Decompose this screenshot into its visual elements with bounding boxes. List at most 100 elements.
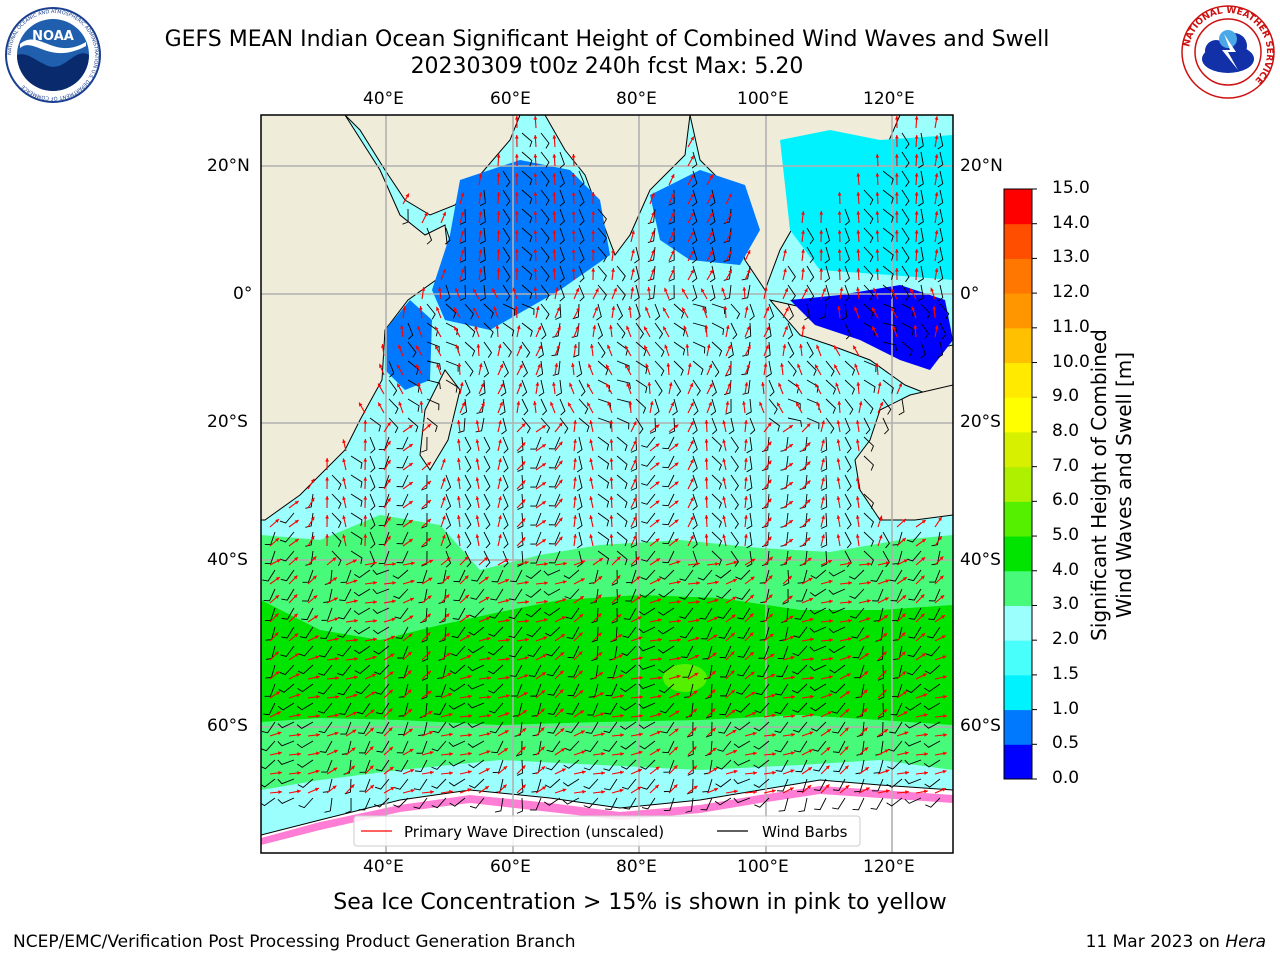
- wind-barb: [621, 759, 637, 770]
- wave-direction-arrowhead: [537, 363, 541, 368]
- wave-direction-arrowhead: [829, 656, 833, 661]
- wave-direction-arrowhead: [316, 733, 320, 737]
- wind-barb: [491, 569, 504, 583]
- wind-barb: [525, 569, 542, 579]
- wave-direction-arrowhead: [506, 638, 510, 642]
- wind-barb: [590, 588, 599, 604]
- wind-barb: [521, 227, 533, 243]
- wind-barb: [521, 417, 531, 434]
- wave-direction-arrowhead: [378, 383, 382, 388]
- wave-direction-arrowhead: [848, 618, 852, 623]
- wave-direction-arrowhead: [791, 714, 795, 719]
- wave-direction-arrowhead: [373, 580, 377, 585]
- wave-direction-arrowhead: [657, 712, 662, 717]
- wind-barb: [616, 512, 628, 528]
- wind-barb: [559, 170, 565, 188]
- wave-direction-arrowhead: [799, 344, 803, 348]
- wind-barb: [828, 645, 846, 654]
- wind-barb: [597, 493, 610, 508]
- wind-barb: [421, 474, 428, 491]
- wind-barb: [416, 740, 428, 754]
- wind-barb: [904, 797, 922, 804]
- wave-direction-arrowhead: [554, 287, 559, 292]
- wave-direction-arrowhead: [442, 268, 447, 273]
- wind-barb: [714, 797, 732, 806]
- wave-direction-arrowhead: [391, 617, 396, 622]
- wind-barb: [844, 284, 851, 302]
- wind-barb: [844, 379, 855, 395]
- wave-direction-arrowhead: [801, 268, 805, 272]
- wave-direction-arrowhead: [940, 595, 945, 599]
- wind-barb: [844, 246, 851, 264]
- wave-direction-arrowhead: [864, 747, 869, 751]
- wind-barb: [483, 436, 491, 454]
- wave-direction-arrowhead: [767, 422, 772, 427]
- wave-direction-arrowhead: [692, 708, 697, 713]
- wind-barb: [576, 360, 583, 378]
- wind-barb: [479, 227, 486, 245]
- wind-barb: [679, 588, 694, 600]
- wave-direction-arrowhead: [538, 345, 542, 350]
- wave-direction-arrowhead: [836, 477, 841, 481]
- wind-barb: [937, 189, 944, 207]
- wind-barb: [687, 759, 694, 776]
- wave-direction-arrowhead: [821, 496, 825, 501]
- wave-direction-arrowhead: [767, 517, 772, 522]
- wave-direction-arrowhead: [924, 752, 928, 757]
- wind-barb: [350, 550, 363, 564]
- noaa-logo: NOAA NATIONAL OCEANIC AND ATMOSPHERIC AD…: [5, 7, 101, 103]
- wind-barb: [806, 417, 820, 430]
- wave-direction-arrowhead: [801, 325, 806, 329]
- wind-barb: [780, 436, 789, 452]
- wave-direction-arrowhead: [407, 689, 412, 694]
- wave-direction-arrowhead: [892, 325, 896, 330]
- wind-barb: [501, 417, 507, 435]
- wind-barb: [468, 778, 485, 789]
- wave-direction-arrowhead: [558, 460, 563, 465]
- wind-barb: [543, 569, 561, 576]
- wind-barb: [469, 797, 485, 809]
- wind-barb: [660, 721, 675, 734]
- land-africa: [261, 115, 451, 521]
- wind-barb: [780, 493, 789, 509]
- wave-direction-arrowhead: [467, 674, 472, 679]
- wind-barb: [616, 284, 626, 301]
- wave-direction-arrowhead: [475, 496, 480, 501]
- wind-barb: [737, 626, 751, 639]
- wave-direction-arrowhead: [571, 173, 576, 177]
- wave-direction-arrowhead: [819, 249, 824, 253]
- wave-direction-arrowhead: [821, 515, 825, 520]
- wave-direction-arrowhead: [777, 402, 781, 407]
- wave-direction-arrowhead: [402, 306, 407, 310]
- wave-direction-arrowhead: [914, 211, 919, 215]
- wave-direction-arrowhead: [468, 714, 472, 718]
- wave-direction-arrowhead: [533, 268, 538, 272]
- lon-tick-top: 40°E: [363, 89, 404, 109]
- wave-direction-arrowhead: [744, 439, 748, 443]
- wind-barb: [659, 702, 675, 714]
- wind-barb: [483, 493, 491, 511]
- wave-direction-arrowhead: [855, 534, 860, 538]
- wave-direction-arrowhead: [806, 461, 811, 466]
- wave-direction-arrowhead: [885, 579, 890, 583]
- wave-direction-arrowhead: [455, 344, 460, 349]
- wind-barb: [692, 341, 706, 354]
- wave-direction-arrowhead: [562, 598, 567, 602]
- colorbar-segment: [1004, 640, 1032, 676]
- wave-direction-arrowhead: [690, 250, 694, 255]
- wave-direction-arrowhead: [295, 653, 300, 657]
- wave-direction-arrowhead: [721, 287, 725, 292]
- wave-direction-arrowhead: [571, 230, 576, 234]
- wave-direction-arrowhead: [725, 401, 730, 405]
- wind-barb: [566, 702, 580, 715]
- wind-barb: [641, 474, 656, 486]
- wave-direction-arrowhead: [436, 306, 440, 311]
- wind-barb: [502, 227, 511, 245]
- wind-barb: [344, 778, 352, 795]
- wind-barb: [521, 341, 531, 358]
- wave-direction-arrowhead: [826, 729, 831, 733]
- wind-barb: [373, 645, 390, 655]
- wind-barb: [775, 759, 789, 772]
- wind-barb: [662, 512, 675, 526]
- wave-direction-arrowhead: [883, 709, 888, 713]
